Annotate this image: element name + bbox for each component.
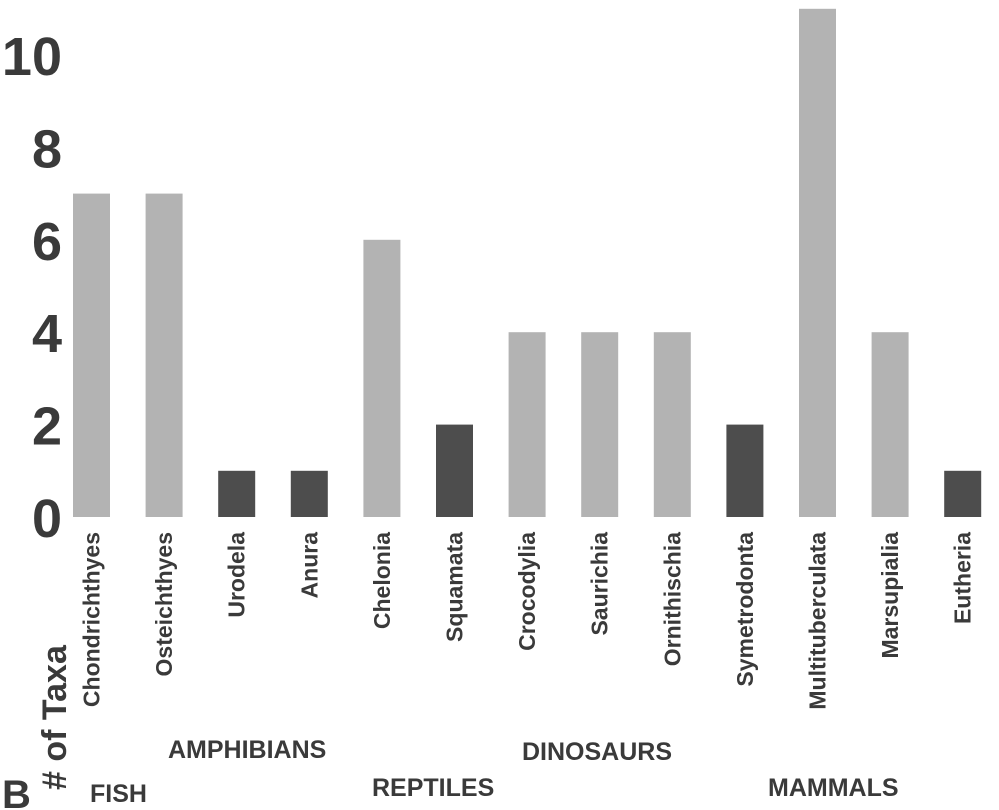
group-label-dinosaurs: DINOSAURS — [522, 738, 672, 766]
group-label-mammals: MAMMALS — [768, 774, 899, 802]
category-label: Anura — [296, 532, 322, 599]
bar-symetrodonta — [726, 424, 764, 517]
category-label: Saurichia — [587, 532, 613, 636]
y-axis-label: # of Taxa — [36, 644, 74, 790]
bar-anura — [290, 470, 328, 517]
y-tick-label: 2 — [32, 397, 62, 457]
y-tick-label: 10 — [2, 27, 62, 87]
category-label: Chelonia — [369, 532, 395, 629]
category-label: Eutheria — [950, 532, 976, 624]
category-label: Osteichthyes — [151, 532, 177, 676]
bar-chondrichthyes — [73, 193, 110, 517]
y-tick-label: 4 — [32, 304, 62, 364]
bar-ornithischia — [653, 332, 691, 517]
group-label-amphibians: AMPHIBIANS — [168, 736, 326, 764]
category-label: Marsupialia — [877, 532, 903, 659]
group-label-fish: FISH — [90, 780, 147, 808]
category-label: Squamata — [442, 532, 468, 642]
bar-urodela — [218, 470, 256, 517]
category-label: Chondrichthyes — [79, 532, 105, 707]
category-label: Urodela — [224, 532, 250, 618]
category-label: Ornithischia — [659, 532, 685, 666]
category-label: Symetrodonta — [732, 532, 758, 687]
category-label: Multituberculata — [805, 532, 831, 710]
panel-label: B — [2, 773, 31, 810]
y-tick-label: 6 — [32, 212, 62, 272]
group-label-reptiles: REPTILES — [372, 774, 494, 802]
bar-crocodylia — [508, 332, 546, 517]
bar-osteichthyes — [145, 193, 183, 517]
bar-saurichia — [581, 332, 619, 517]
category-label: Crocodylia — [514, 532, 540, 651]
bar-squamata — [436, 424, 473, 517]
bar-chelonia — [363, 239, 401, 518]
bar-eutheria — [944, 470, 982, 517]
bar-multituberculata — [799, 8, 836, 518]
bar-marsupialia — [871, 332, 909, 517]
y-tick-label: 0 — [32, 489, 62, 549]
y-tick-label: 8 — [32, 119, 62, 179]
